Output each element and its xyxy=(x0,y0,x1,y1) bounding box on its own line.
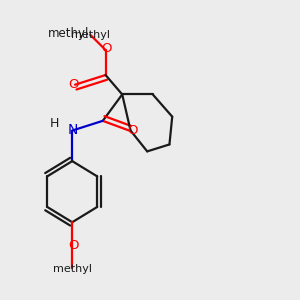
Text: O: O xyxy=(68,239,78,252)
Text: O: O xyxy=(101,42,111,55)
Text: methyl: methyl xyxy=(71,30,110,40)
Text: methyl: methyl xyxy=(53,264,92,274)
Text: N: N xyxy=(68,123,78,137)
Text: H: H xyxy=(50,117,59,130)
Text: methyl: methyl xyxy=(47,27,89,40)
Text: O: O xyxy=(68,78,79,91)
Text: O: O xyxy=(127,124,138,137)
